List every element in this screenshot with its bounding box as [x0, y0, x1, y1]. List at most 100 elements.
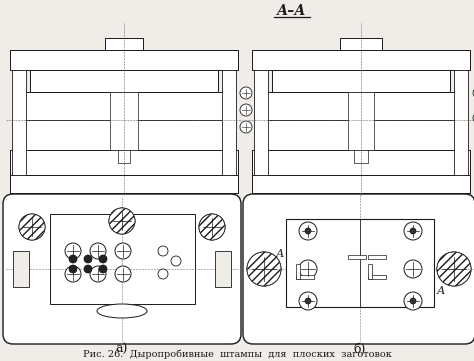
- Bar: [70, 70, 178, 92]
- Circle shape: [84, 265, 92, 273]
- Bar: [354, 150, 368, 163]
- Circle shape: [115, 266, 131, 282]
- Bar: [272, 70, 450, 92]
- Text: А: А: [276, 249, 284, 259]
- Circle shape: [65, 243, 81, 259]
- Bar: [415, 150, 470, 175]
- Circle shape: [90, 243, 106, 259]
- Bar: [10, 50, 238, 70]
- Bar: [188, 120, 228, 150]
- Circle shape: [299, 260, 317, 278]
- Circle shape: [410, 228, 416, 234]
- Bar: [422, 92, 460, 120]
- Bar: [412, 70, 450, 92]
- Circle shape: [158, 246, 168, 256]
- Circle shape: [404, 222, 422, 240]
- Bar: [20, 120, 228, 150]
- Bar: [254, 70, 268, 175]
- Circle shape: [299, 222, 317, 240]
- Bar: [30, 70, 218, 92]
- Bar: [252, 175, 470, 193]
- Bar: [272, 70, 310, 92]
- Bar: [20, 120, 60, 150]
- Bar: [20, 92, 60, 120]
- Circle shape: [69, 265, 77, 273]
- Bar: [183, 150, 238, 175]
- Circle shape: [99, 265, 107, 273]
- Bar: [10, 50, 238, 70]
- Circle shape: [199, 214, 225, 240]
- Bar: [296, 264, 300, 279]
- Circle shape: [19, 214, 45, 240]
- Circle shape: [473, 88, 474, 98]
- Circle shape: [240, 104, 252, 116]
- Circle shape: [240, 121, 252, 133]
- Bar: [454, 70, 468, 175]
- Bar: [252, 150, 470, 175]
- Bar: [368, 275, 386, 279]
- Text: А: А: [437, 286, 445, 296]
- Bar: [262, 120, 300, 150]
- Bar: [340, 38, 382, 50]
- Bar: [252, 50, 470, 70]
- Circle shape: [199, 214, 225, 240]
- Bar: [12, 70, 26, 175]
- Bar: [30, 70, 70, 92]
- Circle shape: [473, 113, 474, 123]
- Bar: [262, 92, 460, 120]
- Circle shape: [437, 252, 471, 286]
- Circle shape: [19, 214, 45, 240]
- Bar: [10, 150, 65, 175]
- Bar: [422, 120, 460, 150]
- Bar: [300, 92, 422, 120]
- Bar: [105, 38, 143, 50]
- Circle shape: [247, 252, 281, 286]
- Text: Рис. 26.  Дыропробивные  штампы  для  плоских  заготовок: Рис. 26. Дыропробивные штампы для плоски…: [82, 349, 392, 359]
- Bar: [286, 219, 434, 307]
- Circle shape: [115, 243, 131, 259]
- Bar: [368, 264, 372, 279]
- Bar: [252, 175, 470, 193]
- Text: А–А: А–А: [277, 4, 307, 18]
- Bar: [300, 120, 422, 150]
- Circle shape: [171, 256, 181, 266]
- Circle shape: [65, 266, 81, 282]
- Bar: [215, 251, 231, 287]
- Circle shape: [109, 208, 135, 234]
- Bar: [310, 70, 412, 92]
- Text: б): б): [354, 343, 366, 356]
- Bar: [60, 92, 188, 120]
- Bar: [105, 38, 143, 50]
- Circle shape: [90, 266, 106, 282]
- Bar: [262, 92, 300, 120]
- Bar: [252, 50, 470, 70]
- Bar: [50, 214, 195, 304]
- Circle shape: [158, 269, 168, 279]
- Circle shape: [99, 255, 107, 263]
- Bar: [20, 92, 228, 120]
- Bar: [348, 255, 366, 259]
- Circle shape: [84, 255, 92, 263]
- Bar: [222, 70, 236, 175]
- Circle shape: [109, 208, 135, 234]
- Bar: [178, 70, 218, 92]
- FancyBboxPatch shape: [243, 194, 474, 344]
- Bar: [340, 38, 382, 50]
- Bar: [252, 150, 307, 175]
- FancyBboxPatch shape: [3, 194, 241, 344]
- Circle shape: [305, 298, 311, 304]
- Circle shape: [404, 260, 422, 278]
- Circle shape: [240, 87, 252, 99]
- Text: а): а): [116, 343, 128, 356]
- Circle shape: [69, 255, 77, 263]
- Ellipse shape: [97, 304, 147, 318]
- Circle shape: [437, 252, 471, 286]
- Bar: [118, 150, 130, 163]
- Bar: [10, 175, 238, 193]
- Bar: [110, 92, 138, 150]
- Bar: [368, 255, 386, 259]
- Circle shape: [299, 292, 317, 310]
- Bar: [10, 150, 238, 175]
- Bar: [13, 251, 29, 287]
- Circle shape: [247, 252, 281, 286]
